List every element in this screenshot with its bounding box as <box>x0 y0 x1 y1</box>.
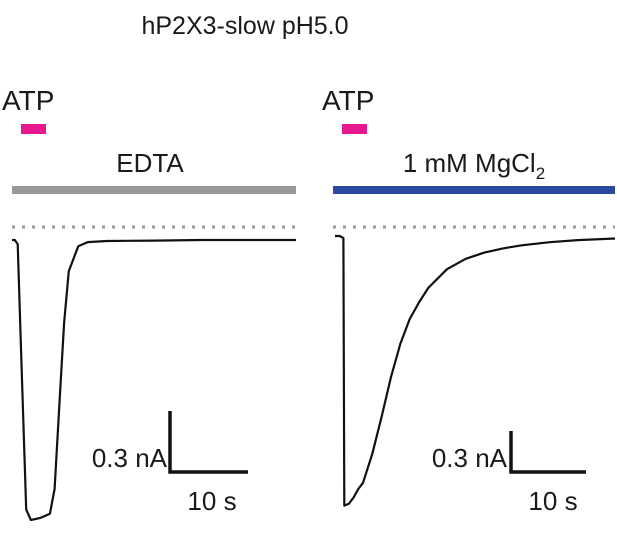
condition-label-main: 1 mM MgCl <box>403 148 536 178</box>
current-trace-line <box>335 234 616 507</box>
trace-layer <box>12 238 296 522</box>
scale-time-label: 10 s <box>528 486 577 516</box>
condition-label-subscript: 2 <box>536 164 545 183</box>
trace-layer <box>335 234 616 507</box>
atp-application-bar <box>21 124 46 134</box>
scale-current-label: 0.3 nA <box>432 443 508 473</box>
condition-bar <box>12 186 296 194</box>
condition-label: 1 mM MgCl2 <box>403 148 545 183</box>
scale-bar <box>168 411 248 474</box>
atp-label: ATP <box>322 85 374 116</box>
condition-bar <box>333 186 615 194</box>
scale-current-label: 0.3 nA <box>92 443 168 473</box>
atp-label: ATP <box>2 85 54 116</box>
panel-edta: ATP EDTA 0.3 nA 10 s <box>2 85 296 522</box>
condition-label: EDTA <box>116 148 184 178</box>
scale-bar <box>509 431 586 474</box>
current-trace-line <box>12 238 296 522</box>
panel-mgcl2: ATP 1 mM MgCl2 0.3 nA 10 s <box>322 85 616 516</box>
figure-title: hP2X3-slow pH5.0 <box>141 12 348 40</box>
atp-application-bar <box>342 124 367 134</box>
scale-time-label: 10 s <box>187 486 236 516</box>
